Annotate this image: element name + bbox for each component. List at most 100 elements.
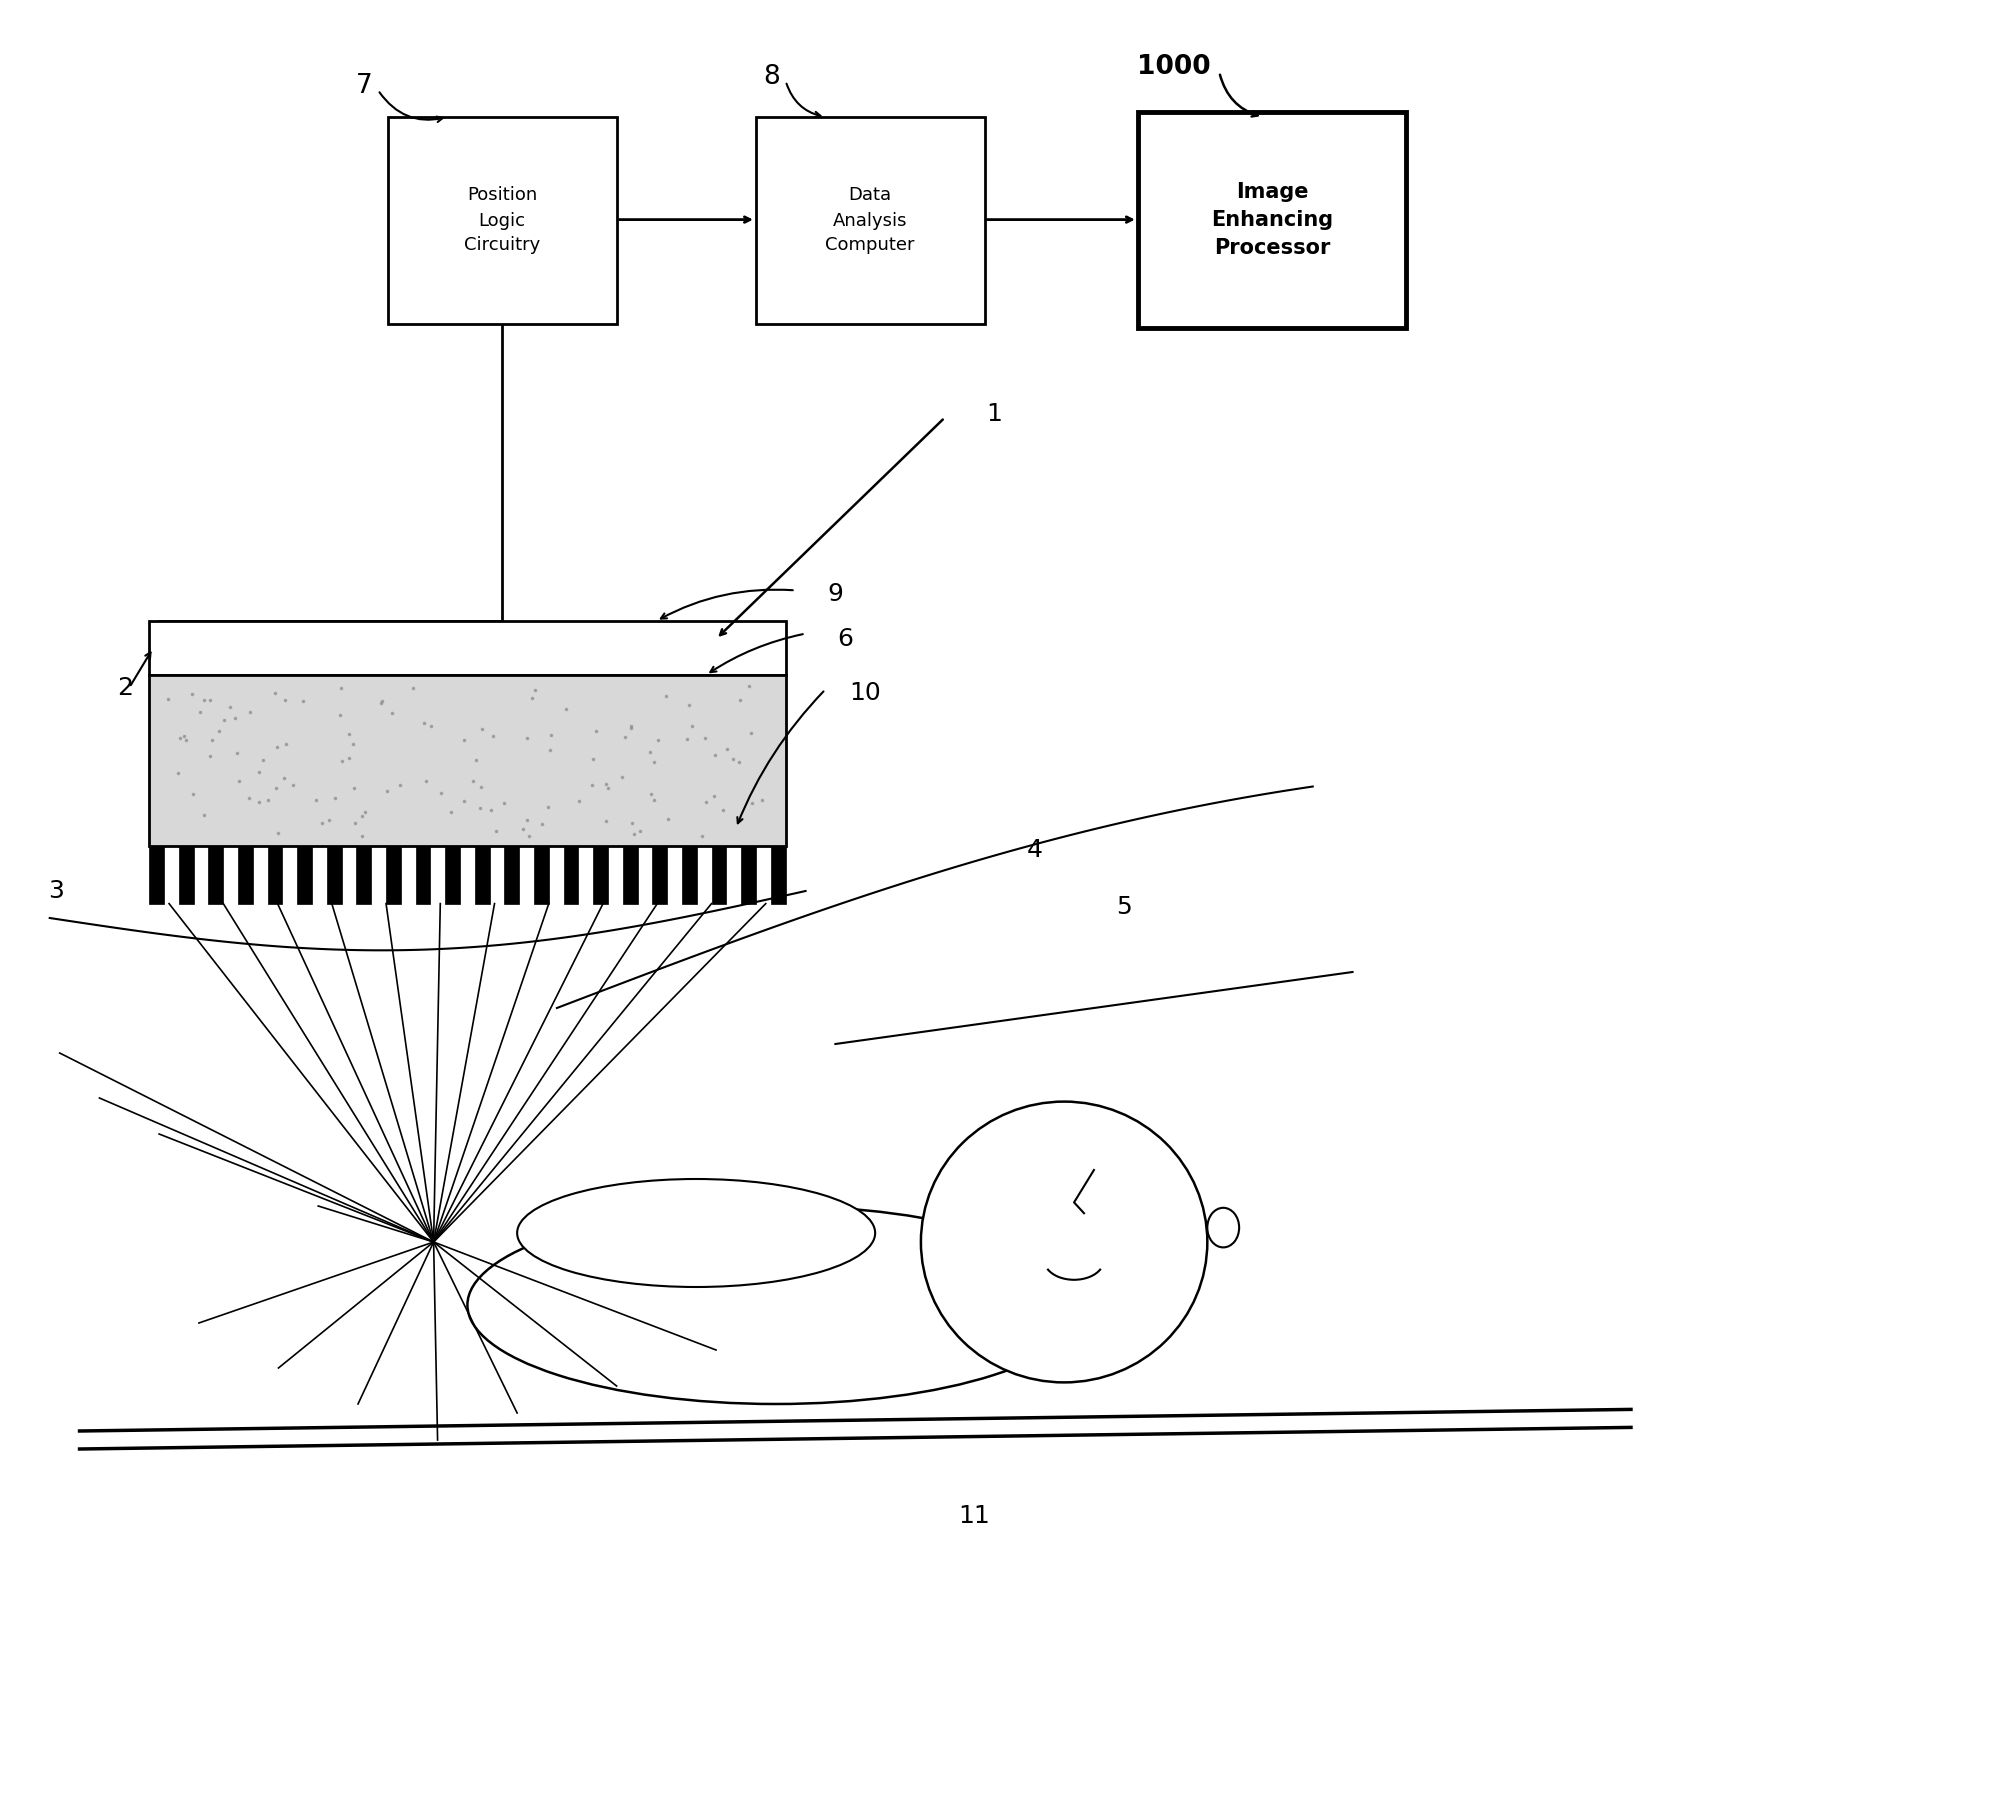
- Point: [489, 788, 521, 817]
- Point: [698, 781, 730, 810]
- Point: [259, 679, 290, 707]
- Point: [153, 684, 185, 713]
- Point: [215, 693, 247, 722]
- FancyBboxPatch shape: [652, 846, 666, 904]
- FancyBboxPatch shape: [533, 846, 549, 904]
- Text: Data
Analysis
Computer: Data Analysis Computer: [825, 187, 915, 254]
- FancyBboxPatch shape: [742, 846, 756, 904]
- Point: [416, 711, 448, 740]
- Point: [619, 821, 650, 850]
- Point: [161, 760, 193, 788]
- Point: [261, 733, 292, 761]
- FancyBboxPatch shape: [505, 846, 519, 904]
- Point: [722, 747, 754, 776]
- Point: [519, 675, 551, 704]
- Point: [463, 794, 495, 823]
- Point: [398, 673, 430, 702]
- Point: [638, 747, 670, 776]
- Point: [209, 706, 241, 734]
- Point: [642, 725, 674, 754]
- FancyBboxPatch shape: [756, 117, 985, 324]
- Point: [581, 716, 613, 745]
- FancyBboxPatch shape: [179, 846, 193, 904]
- Point: [177, 779, 209, 808]
- Point: [591, 806, 623, 835]
- Point: [169, 722, 201, 751]
- Point: [688, 724, 720, 752]
- Point: [593, 774, 625, 803]
- Point: [306, 808, 338, 837]
- Point: [609, 724, 640, 752]
- Point: [338, 774, 370, 803]
- Text: 3: 3: [48, 878, 64, 904]
- Point: [370, 776, 402, 805]
- FancyBboxPatch shape: [475, 846, 489, 904]
- Text: 11: 11: [959, 1503, 991, 1528]
- Ellipse shape: [1207, 1208, 1239, 1247]
- Point: [195, 725, 227, 754]
- Point: [318, 783, 350, 812]
- Point: [410, 767, 442, 796]
- FancyBboxPatch shape: [563, 846, 579, 904]
- Point: [334, 720, 366, 749]
- Point: [288, 686, 320, 715]
- Point: [376, 698, 408, 727]
- Text: 2: 2: [117, 675, 133, 700]
- Point: [634, 738, 666, 767]
- Point: [185, 697, 217, 725]
- Point: [736, 718, 768, 747]
- Point: [203, 716, 235, 745]
- Point: [652, 805, 684, 833]
- Point: [300, 785, 332, 814]
- Point: [169, 725, 201, 754]
- Point: [346, 801, 378, 830]
- Point: [253, 787, 284, 815]
- Point: [436, 797, 467, 826]
- Point: [326, 673, 358, 702]
- Point: [187, 686, 219, 715]
- Point: [278, 770, 310, 799]
- FancyBboxPatch shape: [149, 621, 786, 675]
- Point: [525, 810, 557, 839]
- Point: [233, 785, 265, 814]
- FancyBboxPatch shape: [239, 846, 253, 904]
- Ellipse shape: [467, 1206, 1084, 1404]
- Point: [177, 679, 209, 707]
- Text: 1000: 1000: [1136, 54, 1211, 79]
- Point: [477, 722, 509, 751]
- Point: [195, 686, 227, 715]
- Point: [686, 823, 718, 851]
- FancyBboxPatch shape: [682, 846, 696, 904]
- Point: [615, 713, 646, 742]
- Point: [243, 758, 274, 787]
- FancyBboxPatch shape: [386, 846, 402, 904]
- Text: 7: 7: [356, 74, 372, 99]
- Point: [672, 691, 704, 720]
- FancyBboxPatch shape: [388, 117, 617, 324]
- Point: [263, 819, 294, 848]
- Point: [517, 684, 549, 713]
- Point: [724, 686, 756, 715]
- Point: [712, 734, 744, 763]
- Point: [615, 711, 646, 740]
- Point: [312, 805, 344, 833]
- Point: [366, 688, 398, 716]
- Point: [479, 817, 511, 846]
- Point: [459, 745, 491, 774]
- Point: [577, 770, 609, 799]
- Point: [364, 688, 396, 716]
- Point: [261, 774, 292, 803]
- Point: [591, 769, 623, 797]
- Point: [690, 788, 722, 817]
- Text: Position
Logic
Circuitry: Position Logic Circuitry: [463, 187, 541, 254]
- Point: [533, 792, 565, 821]
- Point: [448, 787, 479, 815]
- Point: [746, 785, 778, 814]
- Point: [235, 698, 267, 727]
- Point: [549, 695, 581, 724]
- FancyBboxPatch shape: [623, 846, 638, 904]
- Point: [247, 745, 278, 774]
- Point: [736, 788, 768, 817]
- Point: [195, 742, 227, 770]
- Text: 10: 10: [849, 680, 881, 706]
